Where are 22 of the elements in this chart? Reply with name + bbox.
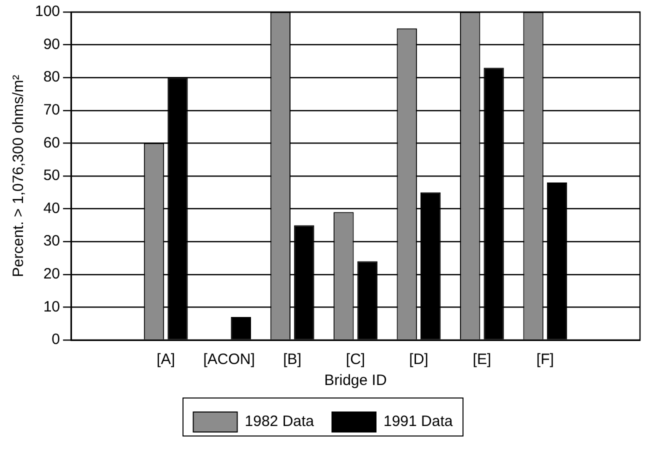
x-tick-label: [ACON] <box>203 351 255 368</box>
x-tick-label: [C] <box>346 351 366 368</box>
y-tick-label: 100 <box>34 3 60 20</box>
x-tick-label: [E] <box>472 351 492 368</box>
y-tick-label: 30 <box>43 232 60 250</box>
y-tick-label: 90 <box>43 36 60 53</box>
x-tick-label: [F] <box>536 351 554 368</box>
x-tick-label: [B] <box>283 351 302 368</box>
y-axis-title: Percent. > 1,076,300 ohms/m² <box>10 74 28 278</box>
x-tick-label: [A] <box>156 351 176 368</box>
y-tick-label: 70 <box>43 102 60 119</box>
y-tick-label: 50 <box>43 167 60 184</box>
y-tick-label: 80 <box>43 68 60 86</box>
legend-label: 1982 Data <box>244 413 315 430</box>
y-tick-label: 60 <box>43 134 60 152</box>
x-axis-title: Bridge ID <box>324 372 387 390</box>
y-tick-label: 40 <box>43 200 60 217</box>
legend-label: 1991 Data <box>384 413 454 430</box>
x-tick-label: [D] <box>409 351 428 368</box>
y-tick-label: 0 <box>52 331 60 348</box>
y-tick-label: 20 <box>43 266 60 283</box>
y-tick-label: 10 <box>43 298 60 316</box>
